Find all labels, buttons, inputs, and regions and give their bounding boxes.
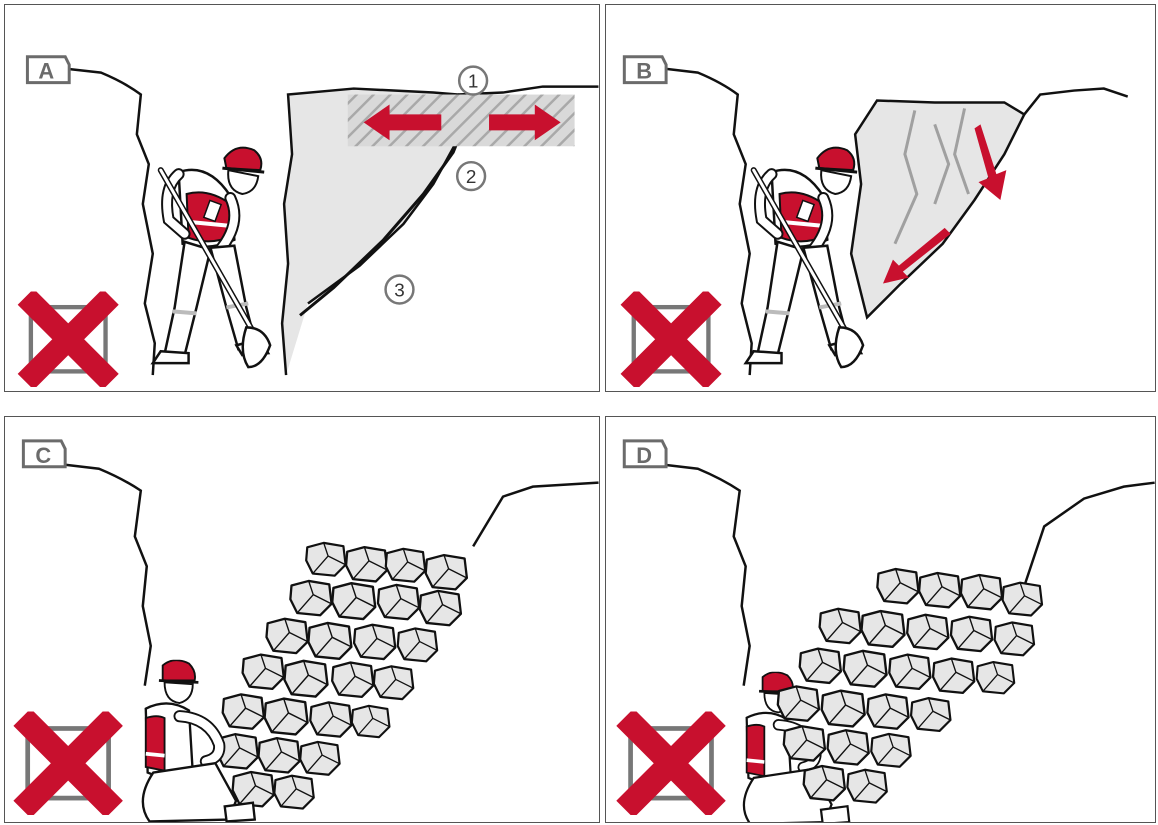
panel-label-tag: A xyxy=(25,55,71,85)
ground-surface-right xyxy=(1023,87,1129,116)
soil-block xyxy=(280,87,467,376)
svg-text:C: C xyxy=(35,443,51,468)
callout-3: 3 xyxy=(384,274,415,305)
trench-wall-left xyxy=(65,67,157,376)
panel-d-drawing: D xyxy=(606,439,1155,822)
trench-wall-left xyxy=(663,463,751,686)
panel-c-drawing: C xyxy=(5,439,599,822)
svg-text:D: D xyxy=(636,443,652,468)
svg-text:1: 1 xyxy=(468,72,479,93)
panel-label-tag: B xyxy=(622,55,668,85)
svg-text:B: B xyxy=(636,59,652,84)
panel-a: 1 2 3 A xyxy=(4,4,600,392)
rubble-icon xyxy=(215,541,469,810)
red-arrow-icon xyxy=(489,104,561,141)
ground-surface-right xyxy=(1023,481,1155,587)
construction-worker-icon xyxy=(746,148,863,368)
callout-1: 1 xyxy=(457,65,489,96)
red-arrow-icon xyxy=(882,227,951,284)
soil-cracks xyxy=(893,108,970,245)
svg-text:2: 2 xyxy=(466,167,477,188)
red-x-icon xyxy=(26,297,111,382)
panel-b-drawing: B xyxy=(606,55,1129,391)
red-arrow-icon xyxy=(974,124,1007,200)
panel-b: B xyxy=(605,4,1156,392)
panel-d: D xyxy=(605,416,1156,823)
red-arrow-icon xyxy=(363,104,442,141)
trench-wall-right xyxy=(299,121,467,317)
trench-wall-left xyxy=(65,463,153,686)
construction-worker-icon xyxy=(153,148,270,368)
red-x-icon xyxy=(629,297,714,382)
panel-c: C xyxy=(4,416,600,823)
panel-a-drawing: 1 2 3 A xyxy=(5,55,599,391)
rubble-icon xyxy=(776,567,1044,804)
svg-text:3: 3 xyxy=(394,280,405,301)
panel-label-tag: C xyxy=(21,439,67,469)
ground-surface-right xyxy=(472,481,599,548)
red-x-icon xyxy=(625,717,717,809)
svg-text:A: A xyxy=(38,59,54,84)
callout-2: 2 xyxy=(455,160,487,192)
trench-wall-left xyxy=(663,67,753,376)
panel-label-tag: D xyxy=(622,439,668,469)
red-x-icon xyxy=(22,717,114,809)
